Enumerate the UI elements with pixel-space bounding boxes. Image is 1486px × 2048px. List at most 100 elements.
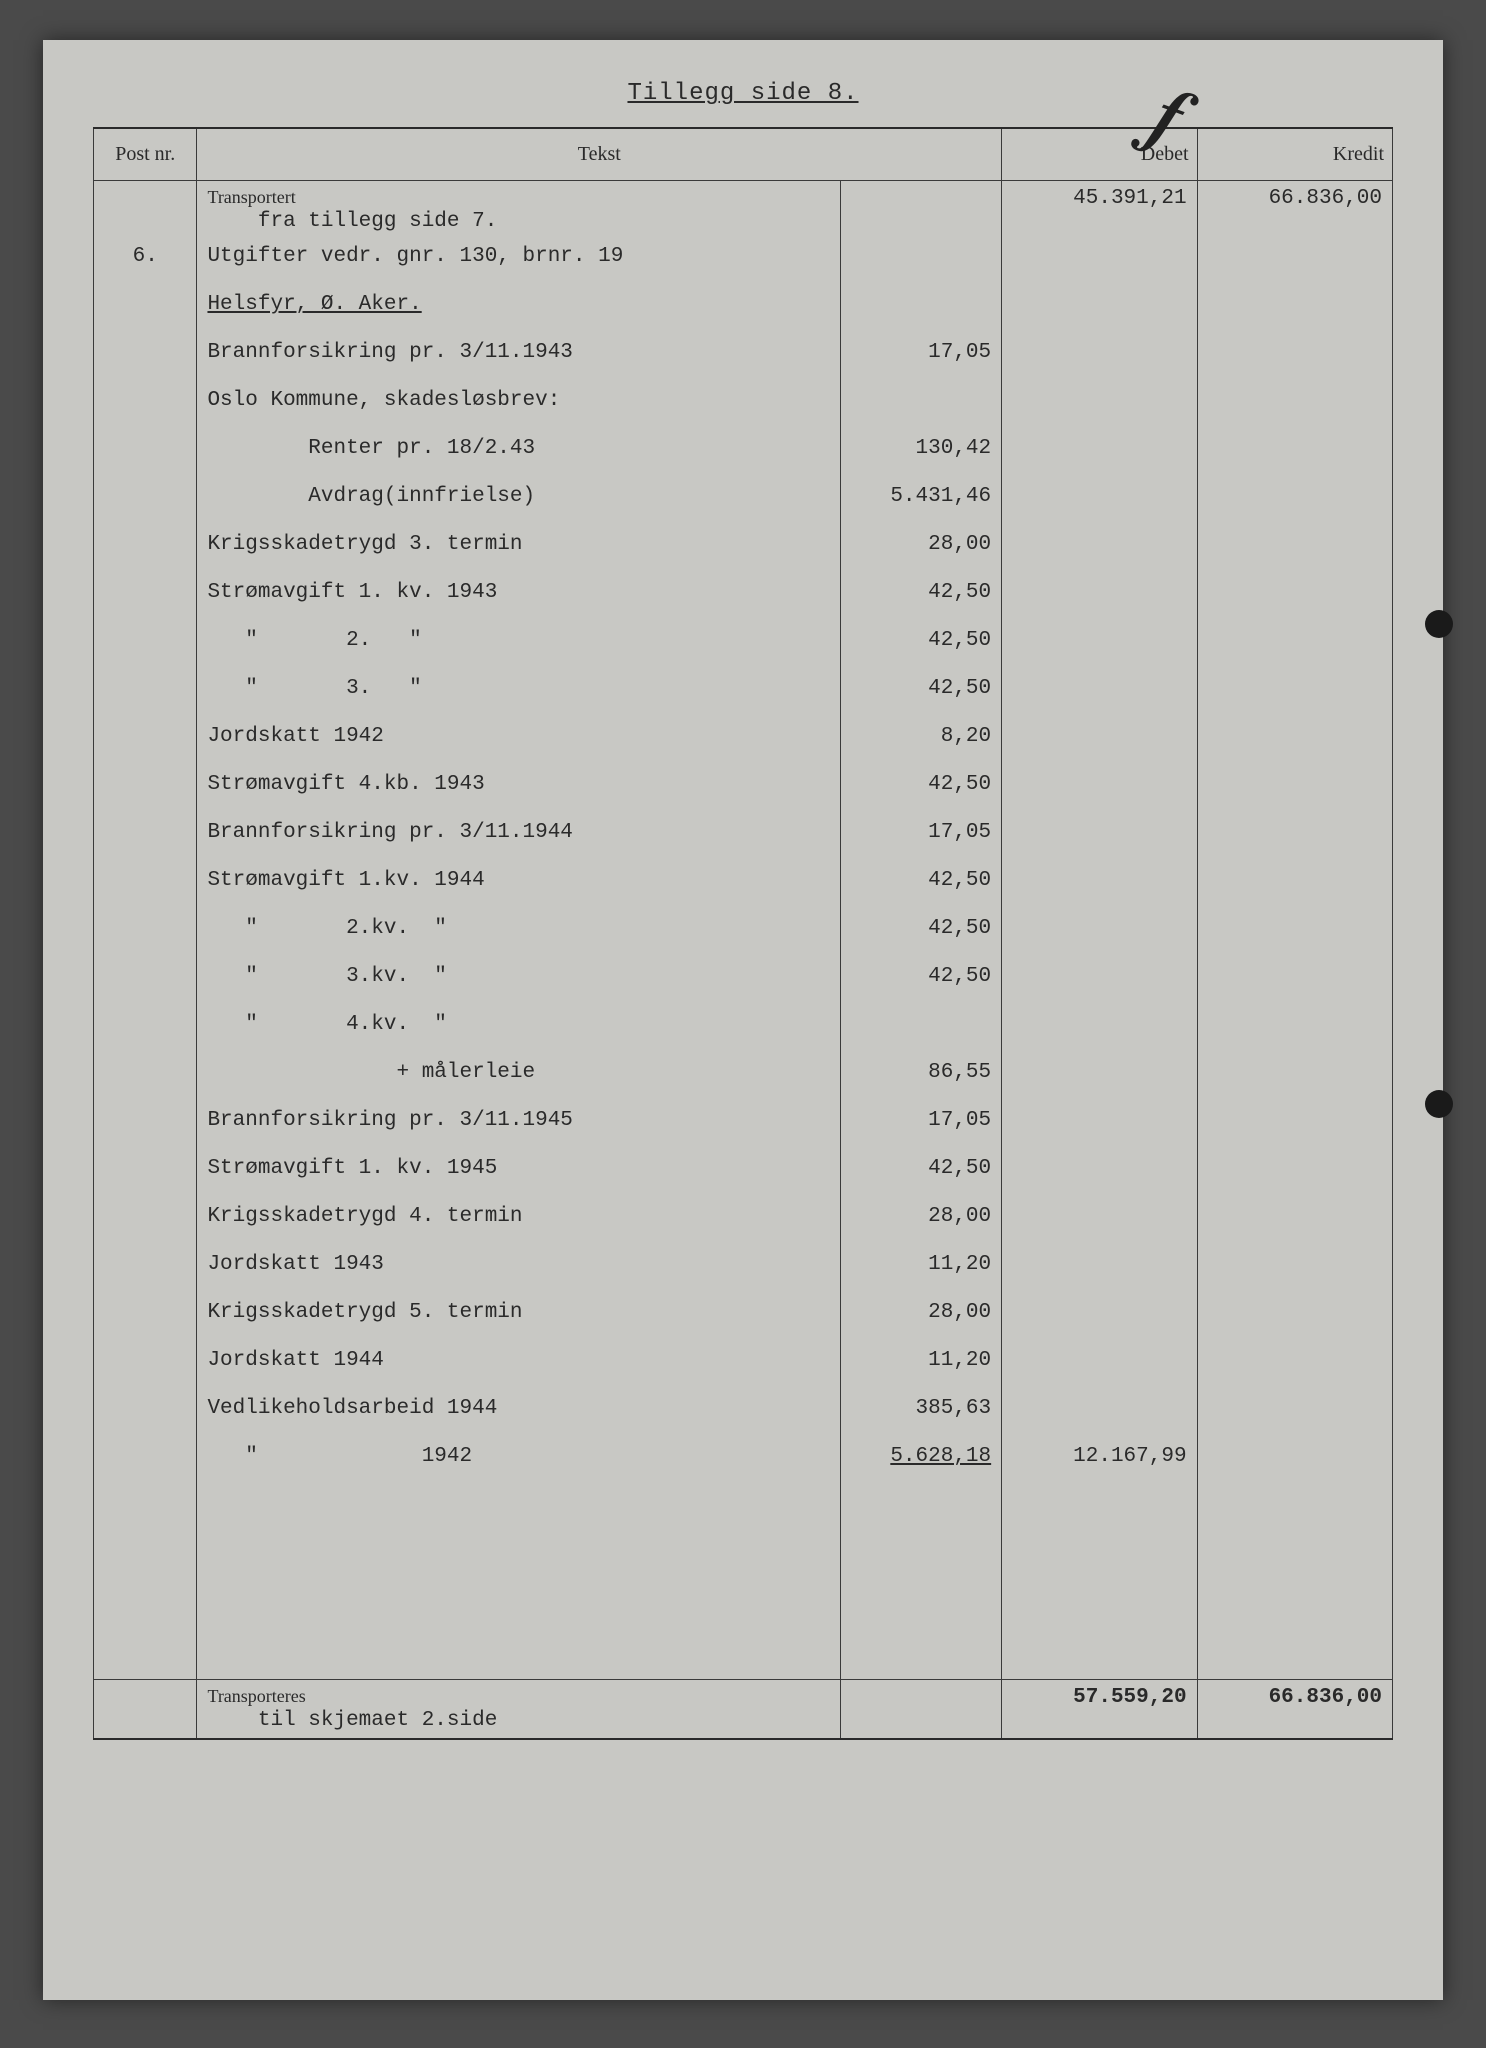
table-row: Strømavgift 1. kv. 194342,50	[94, 575, 1393, 623]
kredit-cell	[1197, 1151, 1392, 1199]
table-row: " 19425.628,1812.167,99	[94, 1439, 1393, 1487]
post-cell	[94, 1487, 197, 1535]
table-row: Brannforsikring pr. 3/11.194517,05	[94, 1103, 1393, 1151]
sub-cell: 42,50	[841, 1151, 1002, 1199]
debet-cell	[1002, 1535, 1197, 1583]
tekst-cell: Strømavgift 1.kv. 1944	[197, 863, 841, 911]
sub-cell: 130,42	[841, 431, 1002, 479]
tekst-cell: Brannforsikring pr. 3/11.1945	[197, 1103, 841, 1151]
sub-cell	[841, 383, 1002, 431]
tekst-cell: Brannforsikring pr. 3/11.1944	[197, 815, 841, 863]
tekst-cell: " 4.kv. "	[197, 1007, 841, 1055]
post-cell	[94, 1007, 197, 1055]
sub-cell	[841, 1007, 1002, 1055]
kredit-cell	[1197, 1007, 1392, 1055]
post-cell	[94, 1391, 197, 1439]
kredit-cell	[1197, 1391, 1392, 1439]
debet-cell: 57.559,20	[1002, 1679, 1197, 1739]
table-row: Helsfyr, Ø. Aker.	[94, 287, 1393, 335]
ledger-page: 𝆑 Tillegg side 8. Post nr. Tekst Debet K…	[43, 40, 1443, 2000]
kredit-cell	[1197, 575, 1392, 623]
table-row: Brannforsikring pr. 3/11.194417,05	[94, 815, 1393, 863]
tekst-cell: Jordskatt 1944	[197, 1343, 841, 1391]
table-row: + målerleie86,55	[94, 1055, 1393, 1103]
sub-cell	[841, 239, 1002, 287]
hole-punch-icon	[1425, 1090, 1453, 1118]
table-row: " 4.kv. "	[94, 1007, 1393, 1055]
tekst-cell: Krigsskadetrygd 4. termin	[197, 1199, 841, 1247]
table-row: Krigsskadetrygd 5. termin28,00	[94, 1295, 1393, 1343]
table-row: " 2.kv. "42,50	[94, 911, 1393, 959]
post-cell	[94, 815, 197, 863]
table-row: " 2. "42,50	[94, 623, 1393, 671]
sub-cell: 17,05	[841, 335, 1002, 383]
post-cell	[94, 1247, 197, 1295]
kredit-cell	[1197, 383, 1392, 431]
tekst-cell: Krigsskadetrygd 3. termin	[197, 527, 841, 575]
debet-cell	[1002, 335, 1197, 383]
debet-cell	[1002, 383, 1197, 431]
tekst-cell	[197, 1583, 841, 1631]
kredit-cell	[1197, 1343, 1392, 1391]
tekst-cell: Oslo Kommune, skadesløsbrev:	[197, 383, 841, 431]
kredit-cell	[1197, 911, 1392, 959]
table-row: Renter pr. 18/2.43130,42	[94, 431, 1393, 479]
debet-cell	[1002, 575, 1197, 623]
sub-cell: 385,63	[841, 1391, 1002, 1439]
kredit-cell	[1197, 527, 1392, 575]
hole-punch-icon	[1425, 610, 1453, 638]
post-cell	[94, 1199, 197, 1247]
kredit-cell	[1197, 959, 1392, 1007]
debet-cell	[1002, 911, 1197, 959]
table-row: Avdrag(innfrielse)5.431,46	[94, 479, 1393, 527]
sub-cell: 42,50	[841, 671, 1002, 719]
post-cell	[94, 479, 197, 527]
table-row: Oslo Kommune, skadesløsbrev:	[94, 383, 1393, 431]
tekst-cell: Krigsskadetrygd 5. termin	[197, 1295, 841, 1343]
sub-cell: 42,50	[841, 863, 1002, 911]
debet-cell	[1002, 1007, 1197, 1055]
sub-cell: 28,00	[841, 1295, 1002, 1343]
post-cell	[94, 383, 197, 431]
table-row: Brannforsikring pr. 3/11.194317,05	[94, 335, 1393, 383]
post-cell	[94, 1631, 197, 1679]
debet-cell	[1002, 1295, 1197, 1343]
debet-cell	[1002, 1391, 1197, 1439]
tekst-cell: " 1942	[197, 1439, 841, 1487]
tekst-cell: Helsfyr, Ø. Aker.	[197, 287, 841, 335]
post-cell: 6.	[94, 239, 197, 287]
tekst-cell	[197, 1535, 841, 1583]
table-row: Transportert fra tillegg side 7.45.391,2…	[94, 181, 1393, 240]
debet-cell	[1002, 815, 1197, 863]
table-row: " 3.kv. "42,50	[94, 959, 1393, 1007]
table-row: Jordskatt 194311,20	[94, 1247, 1393, 1295]
kredit-cell	[1197, 815, 1392, 863]
debet-cell	[1002, 527, 1197, 575]
post-cell	[94, 623, 197, 671]
sub-cell: 17,05	[841, 1103, 1002, 1151]
debet-cell	[1002, 1103, 1197, 1151]
ledger-table: Post nr. Tekst Debet Kredit Transportert…	[93, 127, 1393, 1740]
table-row: Krigsskadetrygd 3. termin28,00	[94, 527, 1393, 575]
kredit-cell	[1197, 287, 1392, 335]
post-cell	[94, 671, 197, 719]
sub-cell: 11,20	[841, 1247, 1002, 1295]
kredit-cell	[1197, 1103, 1392, 1151]
table-row	[94, 1583, 1393, 1631]
tekst-cell: Strømavgift 1. kv. 1943	[197, 575, 841, 623]
sub-cell	[841, 1535, 1002, 1583]
post-cell	[94, 1439, 197, 1487]
kredit-cell	[1197, 1199, 1392, 1247]
tekst-cell: " 3. "	[197, 671, 841, 719]
table-row: 6.Utgifter vedr. gnr. 130, brnr. 19	[94, 239, 1393, 287]
kredit-cell	[1197, 1055, 1392, 1103]
kredit-cell	[1197, 1247, 1392, 1295]
sub-cell: 5.628,18	[841, 1439, 1002, 1487]
debet-cell: 12.167,99	[1002, 1439, 1197, 1487]
debet-cell	[1002, 671, 1197, 719]
sub-cell: 86,55	[841, 1055, 1002, 1103]
post-cell	[94, 181, 197, 240]
table-row: Transporteres til skjemaet 2.side57.559,…	[94, 1679, 1393, 1739]
post-cell	[94, 575, 197, 623]
kredit-cell	[1197, 239, 1392, 287]
